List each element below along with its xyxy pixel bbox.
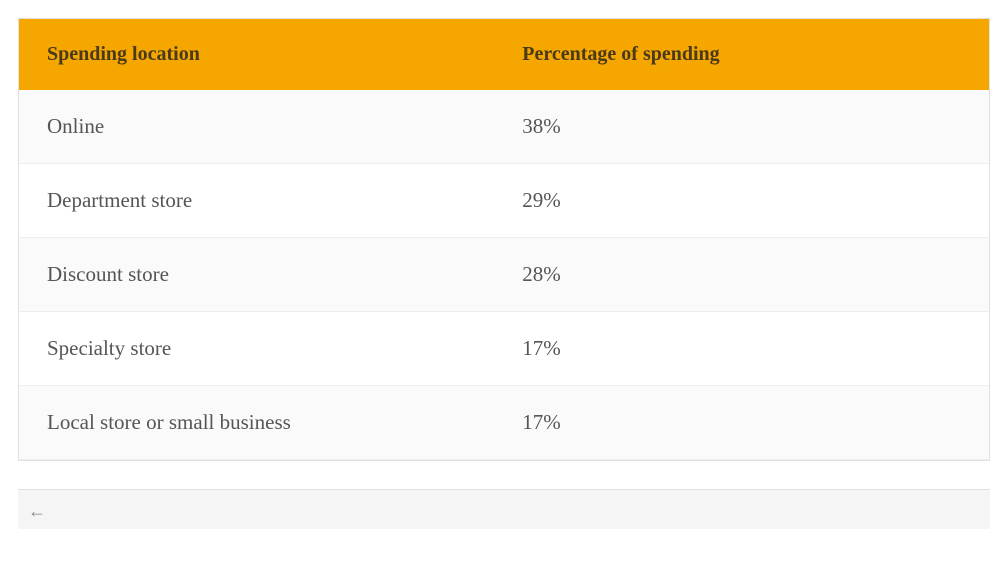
column-header-percentage: Percentage of spending — [522, 43, 961, 66]
cell-location: Department store — [47, 188, 522, 213]
table-body: Online 38% Department store 29% Discount… — [19, 90, 989, 460]
cell-percentage: 17% — [522, 336, 961, 361]
table-row: Department store 29% — [19, 164, 989, 238]
cell-percentage: 38% — [522, 114, 961, 139]
cell-percentage: 28% — [522, 262, 961, 287]
table-row: Specialty store 17% — [19, 312, 989, 386]
cell-location: Specialty store — [47, 336, 522, 361]
cell-location: Local store or small business — [47, 410, 522, 435]
cell-location: Discount store — [47, 262, 522, 287]
table-row: Online 38% — [19, 90, 989, 164]
table-header-row: Spending location Percentage of spending — [19, 19, 989, 90]
spending-table: Spending location Percentage of spending… — [18, 18, 990, 461]
footer-bar: ← — [18, 489, 990, 529]
table-row: Discount store 28% — [19, 238, 989, 312]
back-arrow-icon[interactable]: ← — [28, 501, 46, 521]
cell-percentage: 17% — [522, 410, 961, 435]
column-header-location: Spending location — [47, 43, 522, 66]
cell-percentage: 29% — [522, 188, 961, 213]
table-row: Local store or small business 17% — [19, 386, 989, 460]
cell-location: Online — [47, 114, 522, 139]
